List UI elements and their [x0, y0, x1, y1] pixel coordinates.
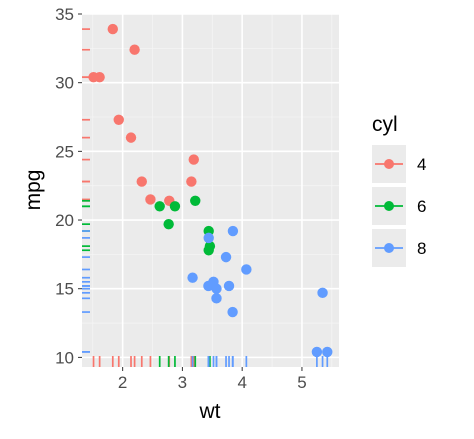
legend: cyl 4 6 8	[372, 113, 426, 267]
data-point	[317, 287, 328, 299]
data-point	[169, 201, 181, 212]
y-tick-label: 15	[55, 280, 74, 299]
data-point	[88, 71, 99, 83]
data-point	[129, 44, 140, 55]
data-point	[322, 346, 333, 358]
data-point	[136, 176, 147, 187]
x-axis: 2 3 4 5	[118, 367, 307, 392]
legend-label: 6	[417, 197, 426, 216]
data-point	[241, 264, 252, 275]
data-point	[211, 293, 222, 304]
data-point	[190, 195, 201, 207]
data-point	[186, 176, 197, 187]
x-tick-label: 2	[118, 373, 127, 392]
x-tick-label: 3	[178, 373, 187, 392]
data-point	[227, 225, 239, 237]
y-tick-label: 35	[55, 5, 74, 24]
y-axis: 10 15 20 25 30 35	[55, 5, 82, 367]
data-point	[154, 201, 165, 212]
x-tick-label: 4	[237, 373, 246, 392]
data-point	[311, 346, 323, 358]
rug-marks	[82, 28, 329, 367]
major-gridlines	[82, 13, 339, 367]
legend-label: 8	[417, 239, 426, 258]
data-point	[211, 283, 222, 294]
legend-label: 4	[417, 155, 426, 174]
y-tick-label: 10	[55, 348, 74, 367]
data-point	[203, 245, 214, 256]
data-point	[107, 23, 118, 35]
x-axis-title: wt	[199, 400, 221, 423]
x-tick-label: 5	[297, 373, 306, 392]
data-point	[220, 251, 232, 263]
data-point	[113, 114, 124, 125]
legend-title: cyl	[372, 113, 398, 136]
minor-gridlines	[82, 14, 339, 367]
data-points	[88, 23, 333, 358]
legend-key-point	[384, 201, 394, 211]
y-tick-label: 20	[55, 211, 74, 230]
data-point	[227, 306, 238, 318]
y-axis-title: mpg	[22, 170, 45, 211]
legend-key-point	[384, 159, 394, 169]
data-point	[223, 280, 235, 292]
data-point	[187, 272, 198, 283]
data-point	[188, 154, 199, 165]
data-point	[125, 132, 137, 143]
data-point	[203, 232, 214, 244]
panel-background	[82, 14, 339, 367]
y-tick-label: 30	[55, 74, 74, 93]
data-point	[163, 218, 174, 230]
y-tick-label: 25	[55, 142, 74, 161]
legend-key-point	[384, 243, 394, 253]
data-point	[203, 280, 214, 292]
data-point	[145, 194, 156, 205]
